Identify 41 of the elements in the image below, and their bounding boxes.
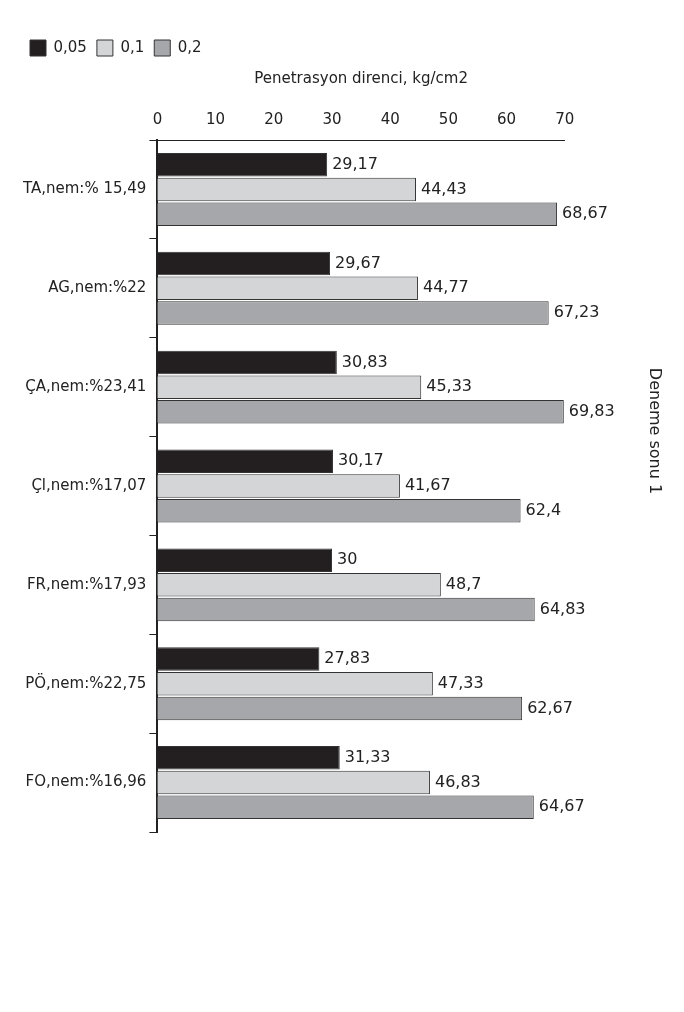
x-tick-label: 0 [152, 109, 163, 128]
data-label: 31,33 [344, 747, 391, 767]
y-tick-label: TA,nem:% 15,49 [21, 179, 147, 198]
data-label: 69,83 [568, 401, 615, 421]
x-axis-title: Penetrasyon direnci, kg/cm2 [254, 68, 468, 87]
y-tick-label: ÇA,nem:%23,41 [25, 377, 147, 396]
text: Deneme sonu 1 [646, 367, 666, 495]
x-tick-label: 70 [555, 109, 575, 128]
data-label: 46,83 [434, 771, 481, 791]
data-label: 68,67 [562, 203, 608, 223]
x-tick-label: 10 [206, 109, 226, 128]
x-tick-label: 30 [322, 109, 342, 128]
x-tick-label: 60 [497, 109, 517, 128]
y-tick-label: Çl,nem:%17,07 [31, 475, 147, 494]
legend-label: 0,2 [177, 37, 202, 56]
data-label: 27,83 [324, 648, 371, 668]
data-label: 62,67 [527, 697, 573, 717]
data-label: 44,77 [422, 277, 469, 297]
y-tick-label: PÖ,nem:%22,75 [25, 672, 147, 692]
y-tick-label: FR,nem:%17,93 [26, 574, 147, 593]
data-label: 30,17 [337, 450, 384, 470]
data-label: 45,33 [426, 376, 473, 396]
legend-label: 0,05 [53, 37, 87, 56]
data-label: 41,67 [404, 475, 451, 495]
data-label: 64,67 [538, 796, 585, 816]
y-tick-label: AG,nem:%22 [48, 278, 147, 297]
data-label: 44,43 [420, 178, 467, 198]
x-tick-label: 20 [264, 109, 284, 128]
data-label: 47,33 [437, 672, 484, 692]
data-label: 48,7 [445, 574, 482, 594]
data-label: 30,83 [341, 351, 388, 371]
x-tick-label: 50 [438, 109, 458, 128]
data-label: 64,83 [539, 598, 586, 618]
data-label: 67,23 [553, 302, 600, 322]
y-tick-label: FO,nem:%16,96 [25, 772, 147, 791]
data-label: 29,17 [332, 153, 378, 173]
x-tick-label: 40 [380, 109, 400, 128]
data-label: 62,4 [525, 499, 562, 519]
legend-label: 0,1 [120, 37, 145, 56]
data-label: 29,67 [335, 252, 381, 272]
data-label: 30 [336, 549, 358, 569]
